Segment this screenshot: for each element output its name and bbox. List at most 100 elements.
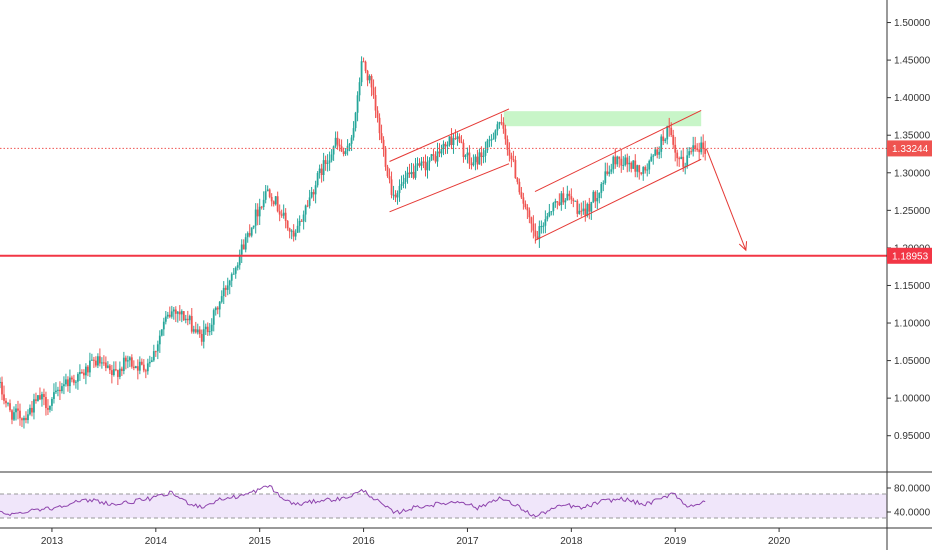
candle-body [386, 166, 389, 177]
candle [284, 208, 287, 229]
candle-body [642, 167, 645, 174]
candle-body [298, 220, 301, 226]
candle-body [51, 398, 53, 406]
candle-body [356, 95, 359, 113]
candle [478, 148, 481, 165]
candle-body [168, 314, 171, 317]
candle [420, 157, 423, 171]
candle-body [460, 141, 463, 143]
candle-body [584, 208, 587, 216]
candle-body [45, 397, 47, 409]
candle [67, 376, 69, 392]
candle-body [326, 162, 329, 164]
candle-body [216, 307, 219, 310]
candle-body [190, 316, 193, 332]
candle-body [468, 152, 471, 164]
x-tick-label: 2019 [664, 536, 687, 547]
candle [656, 146, 659, 159]
candle [144, 368, 147, 379]
candle-body [546, 216, 549, 220]
candle [578, 203, 581, 215]
candle-body [538, 226, 541, 239]
candle-body [142, 364, 145, 371]
candle-body [612, 156, 615, 170]
candle-body [478, 152, 481, 165]
candle [178, 305, 181, 321]
candle [644, 165, 647, 174]
candle-body [364, 61, 367, 71]
candle [520, 186, 523, 199]
candle-body [494, 130, 497, 139]
candle [206, 322, 209, 336]
candle [218, 300, 221, 318]
candle-body [120, 368, 123, 372]
candle-body [404, 177, 407, 182]
candle [9, 399, 11, 413]
candle [698, 142, 701, 161]
candle-body [606, 171, 609, 174]
candle [250, 227, 253, 238]
rsi-axis: 40.0000 80.0000 [887, 484, 931, 519]
candle-body [286, 220, 289, 229]
candle-body [5, 400, 7, 404]
candle [154, 350, 157, 357]
candle-body [638, 165, 641, 173]
candle-body [396, 193, 399, 198]
candle [498, 121, 501, 129]
candle [41, 391, 43, 407]
candle [146, 358, 149, 375]
candle [69, 369, 71, 394]
candle-body [178, 311, 181, 315]
candle-body [456, 136, 459, 139]
candle-body [302, 214, 305, 222]
candle [71, 375, 73, 383]
candle [488, 135, 491, 148]
candle [220, 290, 223, 304]
candle-body [374, 95, 377, 111]
candle [448, 136, 451, 147]
candle-body [130, 357, 133, 367]
candle [368, 74, 371, 84]
candle-body [0, 381, 1, 384]
candle-body [648, 160, 651, 170]
candle [550, 211, 553, 216]
candle [362, 57, 365, 63]
candle [326, 154, 329, 172]
candle-body [79, 372, 81, 375]
candle [336, 131, 339, 150]
candle [552, 201, 555, 216]
candle-body [118, 368, 121, 377]
candle-body [616, 156, 619, 165]
candle [404, 170, 407, 189]
candle-body [276, 196, 279, 212]
x-tick-label: 2014 [145, 536, 168, 547]
candle [466, 147, 469, 164]
candle [464, 154, 467, 160]
candle-body [208, 331, 211, 333]
candle-body [21, 418, 23, 421]
candle [53, 383, 55, 404]
candle-body [590, 202, 593, 212]
candle-body [376, 110, 379, 118]
candle [560, 190, 563, 211]
candle-body [696, 148, 699, 150]
candle [388, 168, 391, 184]
candle [266, 185, 269, 192]
candle-body [548, 211, 551, 217]
candle [3, 385, 5, 405]
candle [270, 193, 273, 207]
candle [452, 133, 455, 154]
candle [612, 155, 615, 174]
candle [84, 363, 87, 385]
candle-body [152, 351, 155, 361]
candle-body [410, 171, 413, 175]
candle-body [53, 392, 55, 399]
candle [638, 164, 641, 180]
candle [224, 285, 227, 298]
price-axis: 0.950001.000001.050001.100001.150001.200… [887, 18, 931, 442]
candle-body [264, 191, 267, 200]
candle-body [382, 139, 385, 150]
candle-body [702, 142, 705, 150]
candle [604, 162, 607, 185]
candle-body [116, 370, 119, 377]
